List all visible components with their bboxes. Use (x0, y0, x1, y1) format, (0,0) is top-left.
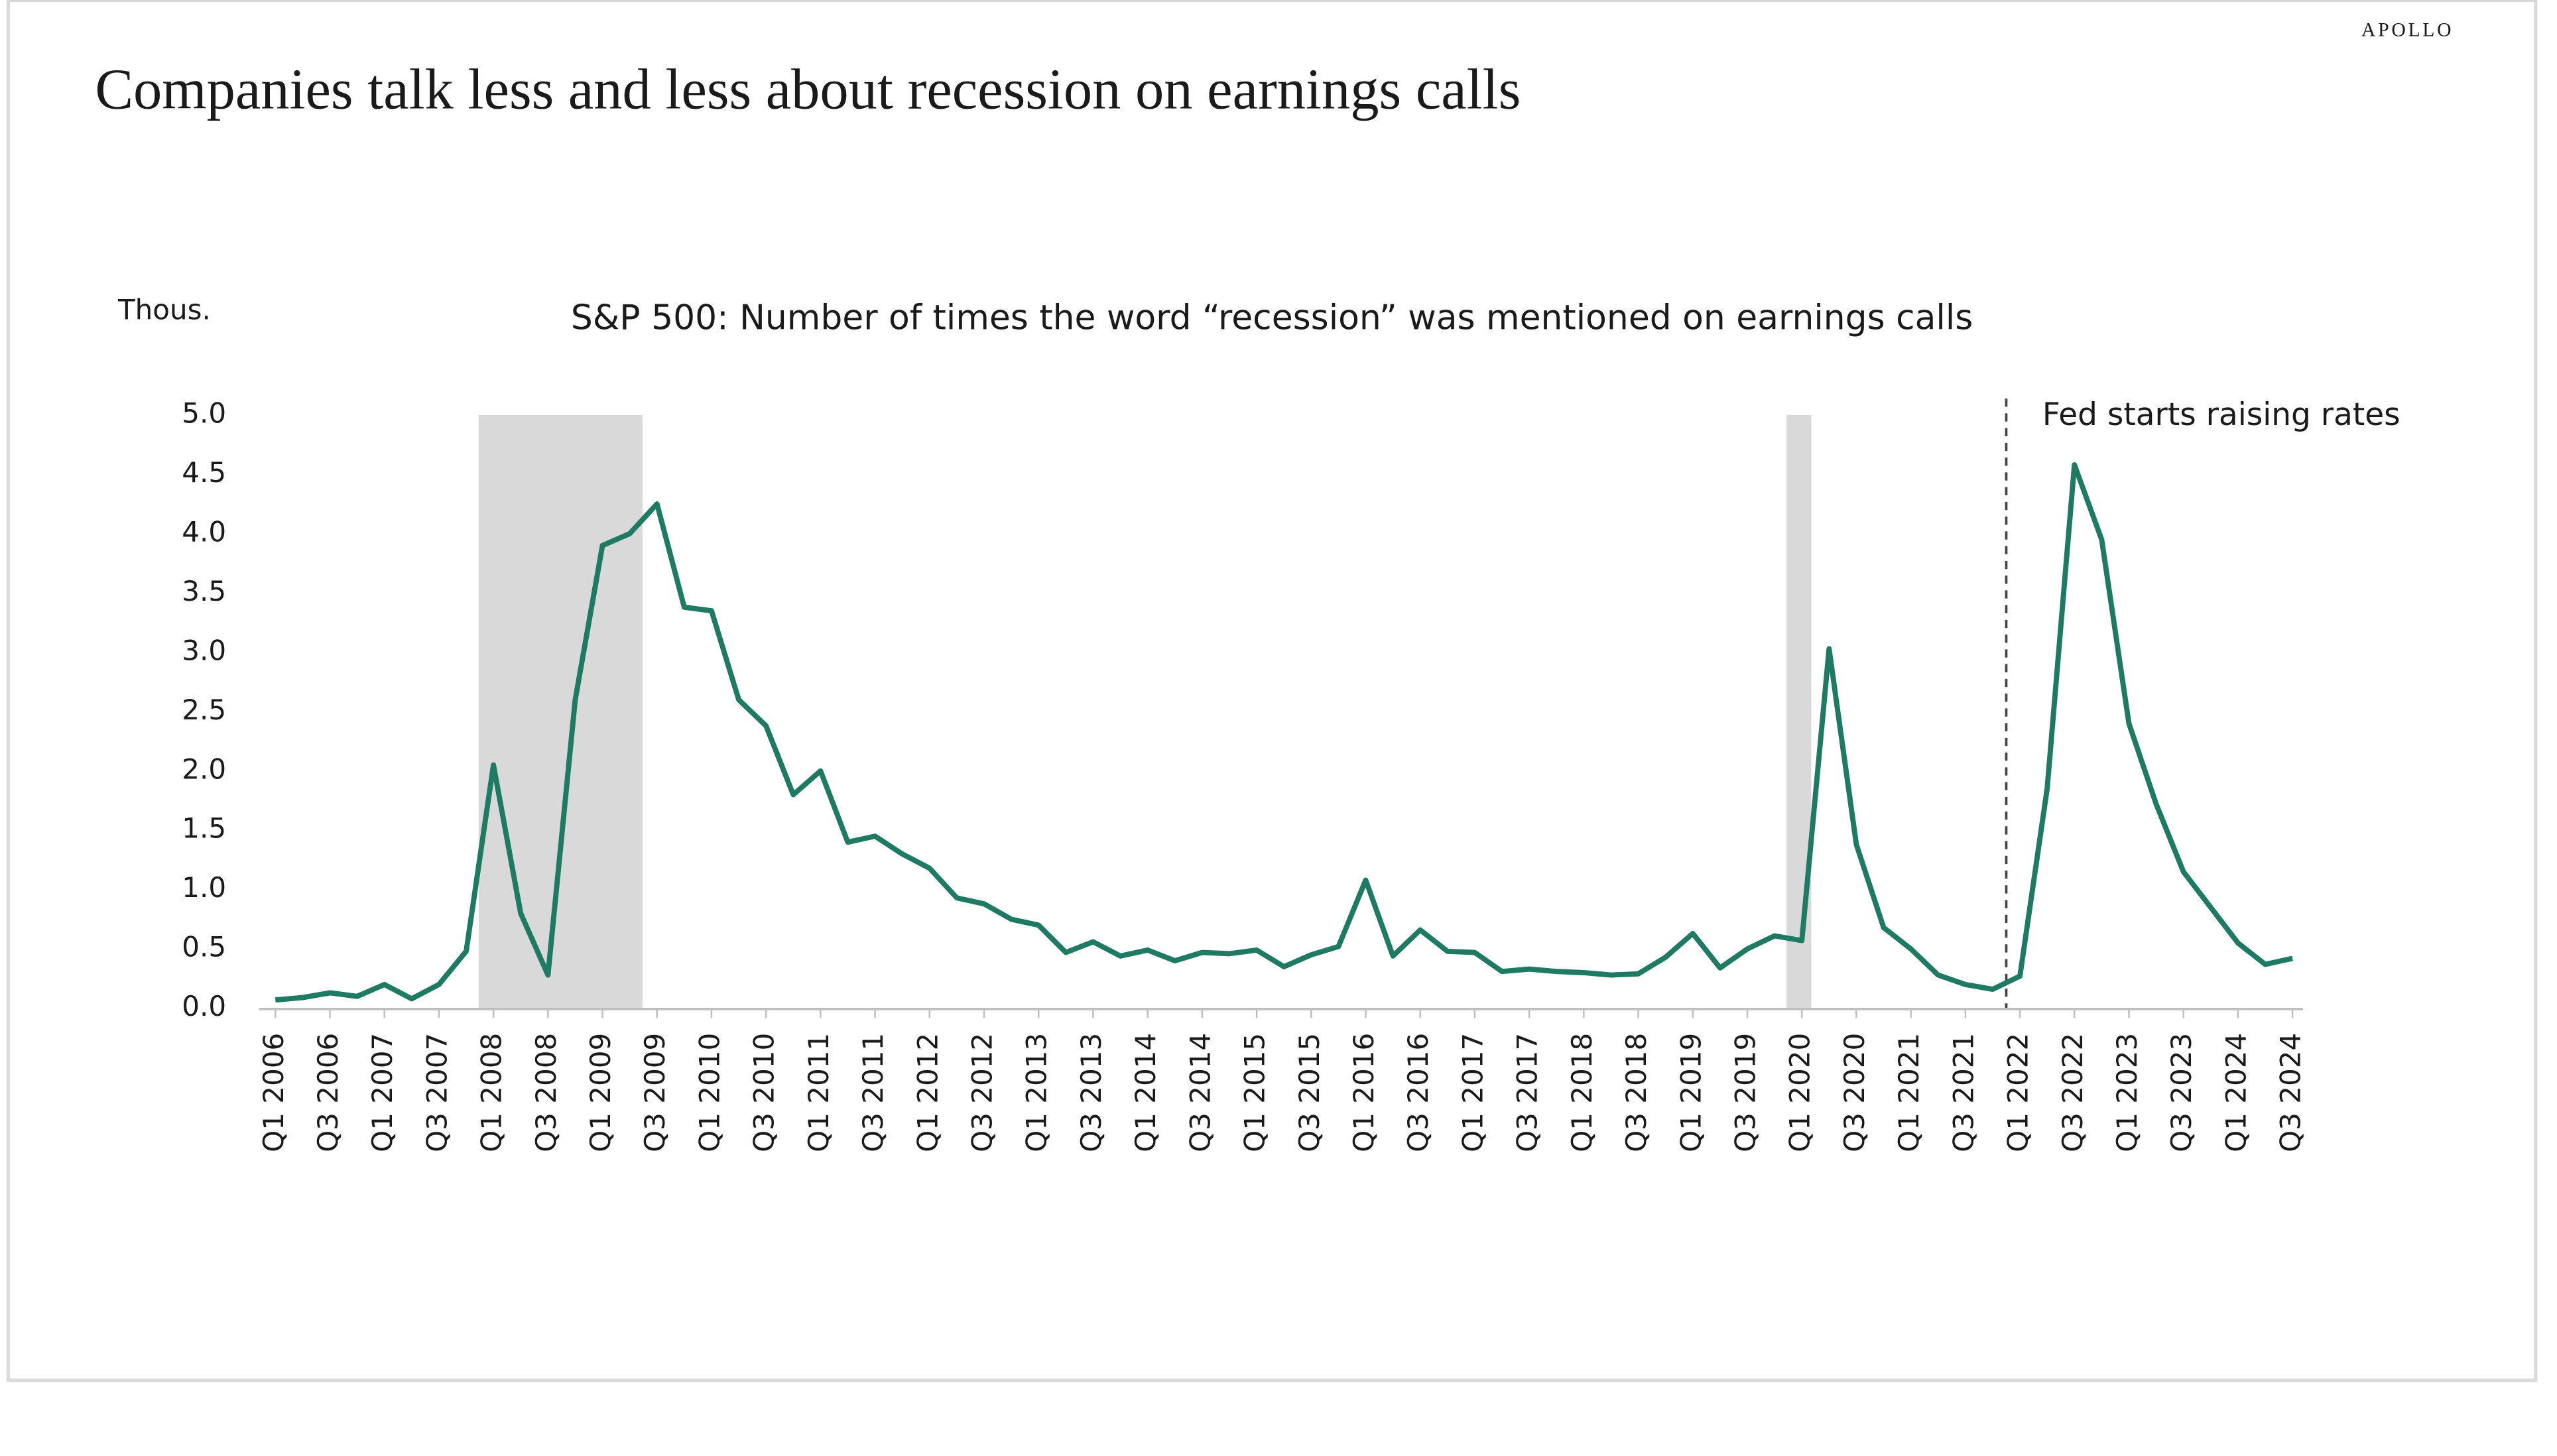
x-tick-label: Q3 2017 (1511, 1033, 1544, 1152)
x-tick-label: Q1 2021 (1893, 1033, 1925, 1152)
brand: APOLLO (2361, 19, 2454, 40)
y-tick-label: 3.5 (182, 575, 226, 607)
x-tick-label: Q1 2007 (366, 1033, 399, 1152)
chart-title: S&P 500: Number of times the word “reces… (571, 298, 1973, 338)
x-tick-label: Q3 2024 (2275, 1033, 2307, 1152)
x-tick-label: Q3 2010 (748, 1033, 780, 1152)
x-tick-label: Q1 2010 (693, 1033, 725, 1152)
x-tick-label: Q3 2018 (1620, 1033, 1653, 1152)
y-tick-label: 0.5 (182, 931, 226, 963)
x-tick-label: Q3 2015 (1293, 1033, 1326, 1152)
x-tick-label: Q1 2016 (1347, 1033, 1380, 1152)
x-tick-label: Q3 2011 (857, 1033, 889, 1152)
x-tick-label: Q3 2021 (1947, 1033, 1979, 1152)
y-axis-unit: Thous. (117, 294, 211, 326)
x-tick-label: Q3 2007 (420, 1033, 453, 1152)
x-tick-label: Q3 2013 (1075, 1033, 1107, 1152)
x-tick-label: Q3 2009 (639, 1033, 671, 1152)
y-tick-label: 4.0 (182, 515, 226, 548)
x-tick-label: Q3 2022 (2056, 1033, 2089, 1152)
x-tick-label: Q3 2016 (1402, 1033, 1434, 1152)
y-tick-label: 2.0 (182, 753, 226, 785)
y-tick-label: 1.0 (182, 871, 226, 904)
x-tick-label: Q1 2018 (1566, 1033, 1598, 1152)
x-tick-label: Q1 2006 (257, 1033, 290, 1152)
y-tick-label: 3.0 (182, 634, 226, 666)
y-tick-label: 0.0 (182, 990, 226, 1022)
x-tick-label: Q1 2013 (1021, 1033, 1053, 1152)
x-tick-label: Q1 2011 (802, 1033, 835, 1152)
x-tick-label: Q1 2023 (2111, 1033, 2143, 1152)
x-tick-label: Q1 2024 (2219, 1033, 2252, 1152)
x-tick-label: Q3 2014 (1184, 1033, 1216, 1152)
y-tick-label: 2.5 (182, 694, 226, 726)
y-tick-label: 5.0 (182, 396, 226, 429)
recession-shading (1786, 414, 1812, 1008)
x-tick-label: Q3 2023 (2165, 1033, 2198, 1152)
annotation: Fed starts raising rates (2042, 396, 2401, 433)
recession-shading (478, 414, 643, 1008)
x-tick-label: Q3 2012 (966, 1033, 999, 1152)
x-tick-label: Q1 2017 (1456, 1033, 1489, 1152)
x-tick-label: Q1 2009 (584, 1033, 617, 1152)
x-tick-label: Q3 2019 (1729, 1033, 1761, 1152)
x-tick-label: Q1 2019 (1674, 1033, 1707, 1152)
x-tick-label: Q1 2012 (911, 1033, 944, 1152)
y-tick-label: 4.5 (182, 456, 226, 489)
page-title: Companies talk less and less about reces… (95, 58, 1521, 121)
x-tick-label: Q3 2008 (530, 1033, 562, 1152)
data-line (275, 462, 2293, 1003)
x-tick-label: Q1 2022 (2002, 1033, 2034, 1152)
x-tick-label: Q1 2008 (475, 1033, 508, 1152)
y-tick-label: 1.5 (182, 812, 226, 845)
card (6, 0, 2538, 1382)
x-tick-label: Q1 2020 (1784, 1033, 1816, 1152)
x-tick-label: Q3 2020 (1838, 1033, 1871, 1152)
x-tick-label: Q1 2015 (1239, 1033, 1271, 1152)
x-tick-label: Q3 2006 (312, 1033, 344, 1152)
x-tick-label: Q1 2014 (1129, 1033, 1162, 1152)
